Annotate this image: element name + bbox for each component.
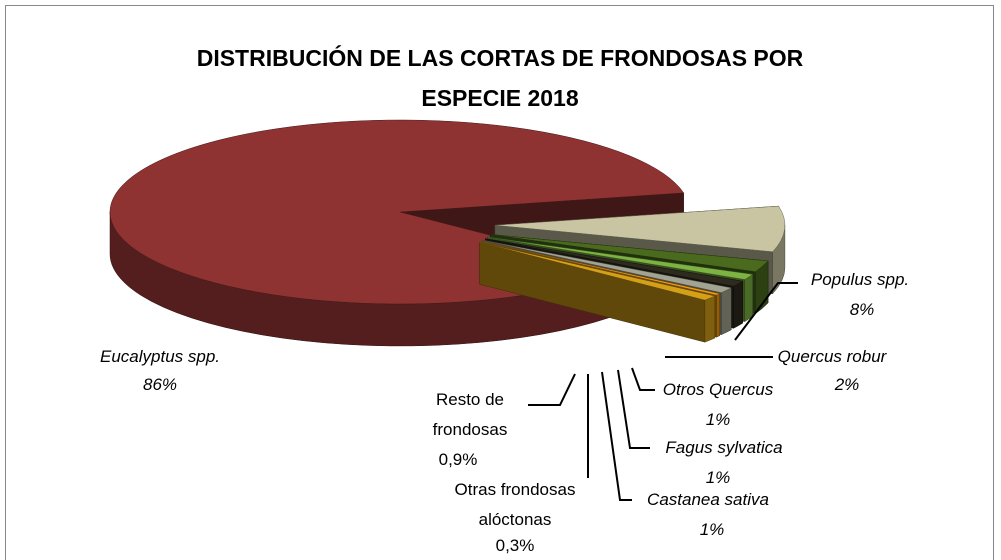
slice-value-label: 1% xyxy=(705,410,731,429)
pie-slice xyxy=(482,240,732,293)
slice-value-label: 86% xyxy=(142,375,178,394)
slice-value-label: 2% xyxy=(834,375,860,394)
leader-line xyxy=(601,371,632,501)
leader-line xyxy=(631,367,655,391)
slice-value-label: 0,3% xyxy=(495,536,535,555)
slice-label: Fagus sylvatica xyxy=(665,438,783,457)
slice-side xyxy=(733,280,743,329)
slice-side xyxy=(704,295,716,343)
slice-value-label: 0,9% xyxy=(438,450,478,469)
chart-title: DISTRIBUCIÓN DE LAS CORTAS DE FRONDOSAS … xyxy=(196,45,804,111)
slice-label: Resto de frondosas xyxy=(432,390,508,439)
slice-side xyxy=(721,287,732,336)
leader-line xyxy=(617,369,650,449)
slice-label: Otras frondosas alóctonas xyxy=(454,480,576,529)
leader-line xyxy=(528,373,576,406)
slice-label: Quercus robur xyxy=(777,347,887,366)
slice-label: Castanea sativa xyxy=(647,490,769,509)
pie-slice xyxy=(494,205,786,253)
slice-label: Otros Quercus xyxy=(662,380,774,399)
pie-slice xyxy=(485,238,744,287)
chart-frame xyxy=(5,5,994,560)
pie-slice xyxy=(490,234,769,273)
leader-lines xyxy=(528,282,798,501)
pie-slice xyxy=(481,241,721,296)
slice-value-label: 1% xyxy=(705,468,731,487)
pie-slice xyxy=(487,236,754,280)
slice-value-label: 8% xyxy=(849,300,875,319)
leader-line xyxy=(734,282,798,341)
slice-side xyxy=(744,273,753,322)
slice-value-label: 1% xyxy=(699,520,725,539)
slice-label: Populus spp. xyxy=(810,270,910,289)
slice-label: Eucalyptus spp. xyxy=(99,347,221,366)
pie-slice xyxy=(479,241,716,301)
slice-side xyxy=(716,293,720,338)
